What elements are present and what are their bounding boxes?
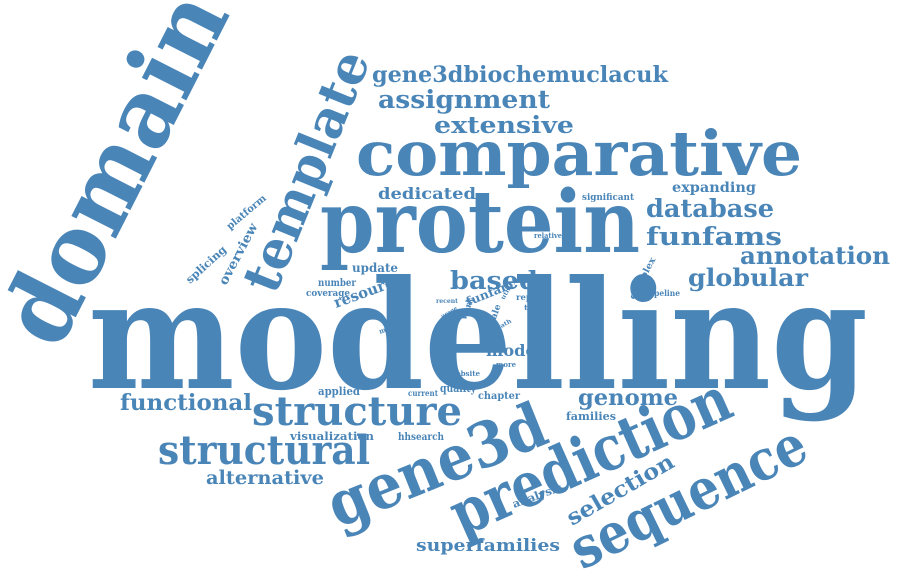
word-structural: structural — [158, 427, 370, 474]
word-gene3dbiochemuclacuk: gene3dbiochemuclacuk — [372, 62, 669, 88]
word-current: current — [408, 388, 438, 398]
word-structure: structure — [252, 388, 462, 435]
word-tool: tool — [524, 303, 542, 312]
word-more: more — [496, 360, 517, 369]
word-mass: mass — [438, 348, 455, 355]
word-expanding: expanding — [672, 180, 756, 196]
word-dedicated: dedicated — [378, 184, 476, 203]
word-genome: genome — [578, 385, 678, 411]
word-funfams: funfams — [646, 222, 782, 251]
word-update: update — [352, 261, 398, 275]
word-pipeline: pipeline — [646, 288, 680, 298]
word-recent: recent — [436, 298, 458, 305]
word-quality: quality — [440, 382, 477, 395]
word-protein: protein — [320, 172, 640, 273]
word-significant: significant — [582, 193, 635, 203]
word-alternative: alternative — [206, 467, 324, 489]
word-globular: globular — [688, 263, 808, 292]
word-hhsearch: hhsearch — [398, 432, 445, 443]
word-database: database — [646, 194, 774, 223]
word-website: website — [449, 369, 481, 378]
word-report: report — [516, 292, 546, 302]
word-chapter: chapter — [478, 391, 521, 402]
word-close: close — [438, 341, 454, 348]
word-comparative: comparative — [356, 117, 802, 190]
word-number: number — [318, 278, 357, 289]
word-visualization: visualization — [289, 430, 374, 443]
word-annotation: annotation — [740, 241, 890, 270]
word-extensive: extensive — [434, 112, 574, 139]
word-relative: relative — [534, 231, 563, 240]
word-modelling: modelling — [88, 248, 868, 424]
word-functional: functional — [120, 390, 252, 416]
word-superfamilies: superfamilies — [416, 536, 560, 556]
word-model: model — [486, 341, 542, 360]
word-coverage: coverage — [306, 289, 350, 299]
word-assignment: assignment — [378, 85, 550, 114]
word-families: families — [566, 410, 616, 423]
word-based: based — [450, 266, 538, 295]
word-applied: applied — [318, 385, 360, 398]
